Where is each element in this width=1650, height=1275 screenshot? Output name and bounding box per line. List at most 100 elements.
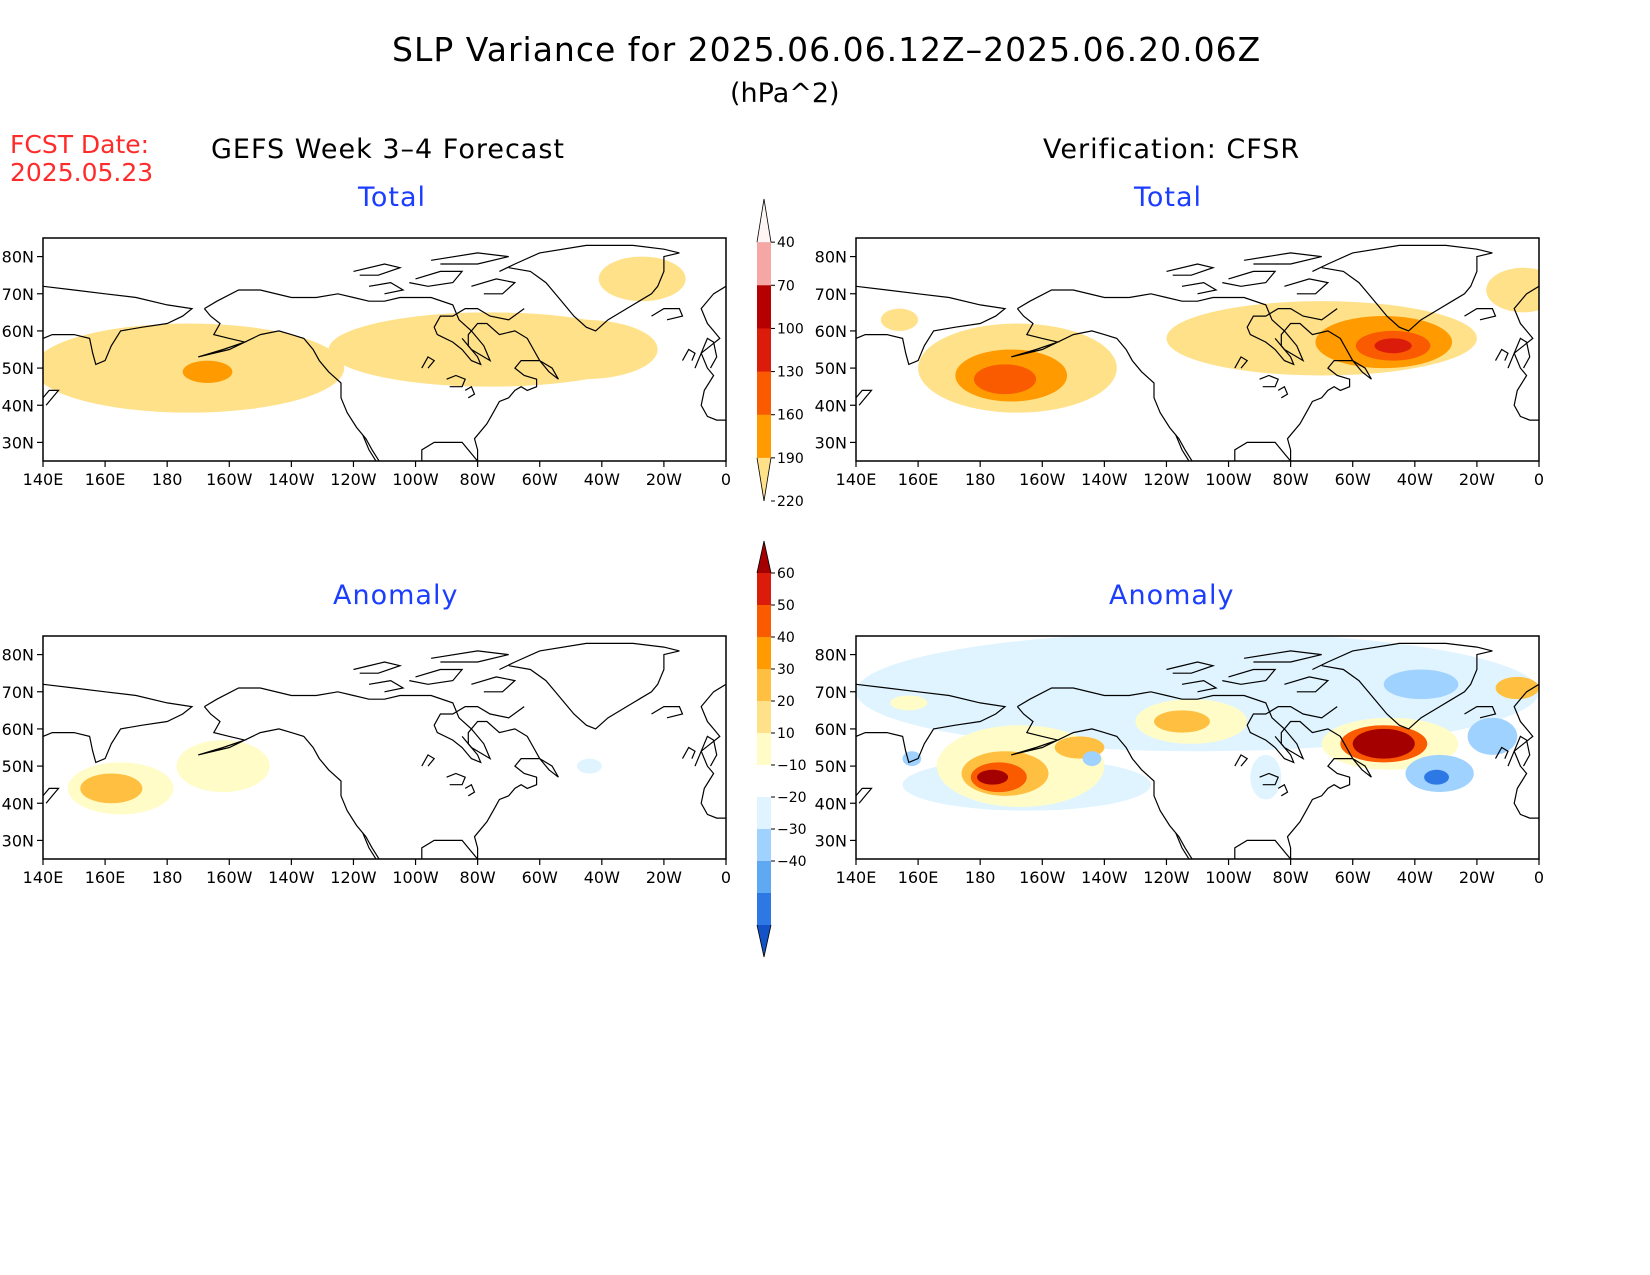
lon-tick-label: 80W [1273,868,1309,887]
coastlines [43,642,726,859]
map-panel-fcst-anom: 30N 40N 50N 60N 70N 80N 140E 160E 180 160W 140W 120… [2,635,731,887]
coastline [1011,308,1193,461]
total-colorbar-label: 220 [777,494,804,510]
lon-tick-label: 40W [1397,868,1433,887]
lat-tick-label: 70N [815,683,847,702]
coastline [446,374,466,388]
map-background [43,636,726,859]
colorbar-swatch [757,371,771,416]
colorbar-swatch [757,414,771,459]
lon-tick-label: 40W [584,470,620,489]
total-colorbar-label: 40 [777,235,795,251]
lat-tick-label: 30N [2,831,34,850]
coastline [421,754,436,767]
coastline [1244,650,1322,663]
coastline [1017,289,1305,363]
colorbar-arrow-bottom [757,925,771,957]
total-colorbar-label: 160 [777,408,804,424]
coastline [1277,385,1289,399]
coastline [43,389,60,406]
colorbar-arrow-bottom [757,457,771,501]
coastline [1234,360,1372,461]
shaded-contour-region [1154,710,1210,733]
coastline [1166,263,1216,276]
colorbar-swatch [757,328,771,373]
lon-tick-label: 120W [330,470,377,489]
coastline [681,746,696,759]
shaded-contour-region [977,769,1009,785]
lon-tick-label: 80W [1273,470,1309,489]
coastline [856,389,873,406]
coastline [421,360,559,461]
coastline [409,270,464,287]
panel-subtitle-fcst-anom: Anomaly [333,580,459,611]
coastline [464,783,476,797]
lat-tick-label: 50N [2,757,34,776]
coastlines [856,244,1539,461]
lat-tick-label: 70N [2,683,34,702]
colorbar-swatch [757,637,771,670]
lon-tick-label: 120W [1143,868,1190,887]
lat-tick-label: 40N [2,794,34,813]
coastline [431,252,509,265]
shaded-contour-region [880,308,919,331]
shaded-contour-region [1467,717,1518,755]
coastline [1284,278,1330,295]
shaded-contour-region [1486,267,1539,313]
shaded-contour-region [1250,754,1282,800]
colorbar-swatch [757,605,771,638]
lat-tick-label: 30N [2,433,34,452]
anomaly-colorbar-label: −20 [777,790,807,806]
shaded-contour-region [182,360,233,383]
coastline [1507,735,1531,767]
lon-tick-label: 140E [23,470,64,489]
coastline [651,308,684,321]
anomaly-colorbar-label: −40 [777,854,807,870]
coastline [856,787,873,804]
lon-tick-label: 60W [522,470,558,489]
shaded-contour-region [1374,338,1412,354]
lat-tick-label: 60N [2,720,34,739]
units-label: (hPa^2) [730,78,840,109]
lon-tick-label: 0 [721,470,731,489]
coastline [471,278,517,295]
lon-tick-label: 160E [898,868,939,887]
lon-tick-label: 160E [898,470,939,489]
coastline [362,832,377,859]
colorbar-swatch [757,861,771,894]
total-colorbar: 40 70 100 130 160 190 220 [756,198,804,510]
lon-tick-label: 120W [1143,470,1190,489]
lon-tick-label: 180 [965,470,996,489]
coastline [409,668,464,685]
shaded-contour-region [508,319,658,380]
coastline [204,289,492,363]
anomaly-colorbar-label: −30 [777,822,807,838]
map-frame [855,237,1540,462]
lat-tick-label: 40N [2,396,34,415]
coastline [471,676,517,693]
coastline [1222,668,1277,685]
coastline [1234,758,1372,859]
coastline [694,735,718,767]
lon-tick-label: 140E [836,868,877,887]
lon-tick-label: 100W [1205,868,1252,887]
lon-tick-label: 60W [522,868,558,887]
lon-tick-label: 60W [1335,470,1371,489]
anomaly-colorbar-label: 50 [777,598,795,614]
panel-subtitle-cfsr-anom: Anomaly [1109,580,1235,611]
coastline [446,772,466,786]
coastline [464,385,476,399]
colorbar-swatch [757,242,771,286]
lat-tick-label: 60N [815,322,847,341]
lon-tick-label: 140E [23,868,64,887]
coastline [368,281,405,295]
coastline [421,356,436,369]
coastline [1222,270,1277,287]
total-colorbar-label: 70 [777,278,795,294]
coastline [1175,434,1190,461]
map-frame [855,635,1540,860]
anomaly-colorbar-label: 10 [777,726,795,742]
shaded-field [880,267,1539,413]
lon-tick-label: 140W [1081,868,1128,887]
coastline [1175,832,1190,859]
